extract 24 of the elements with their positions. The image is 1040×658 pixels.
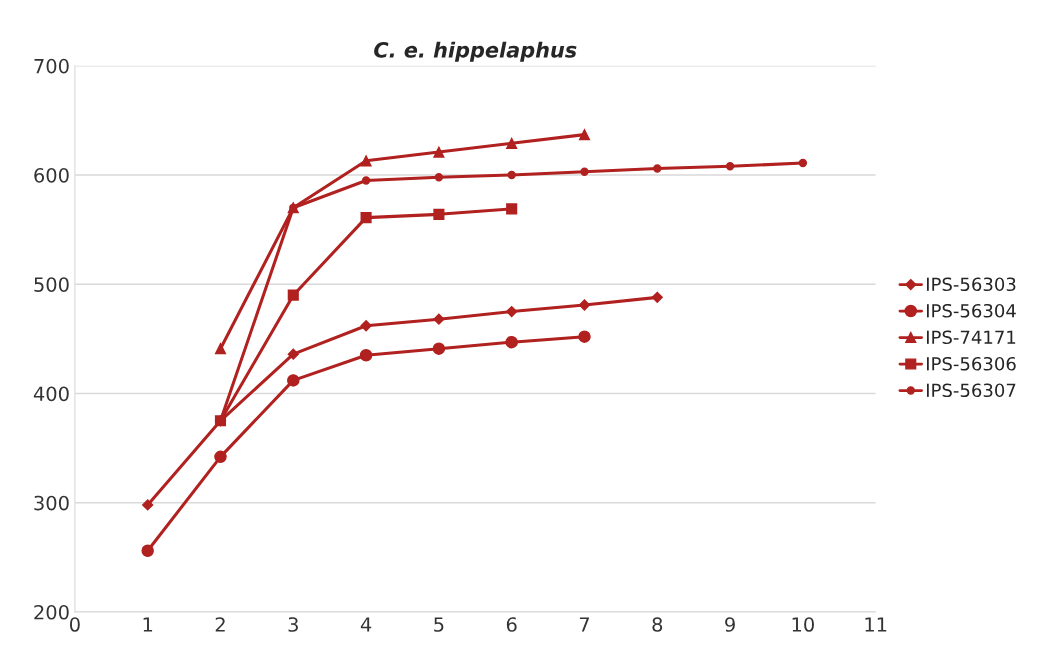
legend-label: IPS-56303 — [926, 277, 1016, 292]
x-tick-label: 2 — [215, 617, 225, 632]
chart-title: C. e. hippelaphus — [374, 41, 577, 62]
x-tick-label: 5 — [434, 617, 444, 632]
legend-label: IPS-56306 — [926, 356, 1016, 371]
x-tick-label: 4 — [360, 617, 372, 632]
x-tick-label: 1 — [143, 617, 153, 632]
x-tick-label: 3 — [288, 617, 298, 632]
y-tick-label: 400 — [33, 386, 69, 402]
y-tick-label: 200 — [34, 604, 69, 620]
x-tick-label: 8 — [652, 617, 663, 632]
x-tick-label: 10 — [792, 617, 814, 632]
legend-label: IPS-74171 — [926, 330, 1016, 345]
y-tick-label: 700 — [34, 58, 69, 74]
x-tick-label: 9 — [725, 617, 735, 632]
y-tick-label: 300 — [34, 495, 69, 511]
x-tick-label: 6 — [506, 617, 517, 632]
legend-label: IPS-56307 — [926, 383, 1016, 398]
y-tick-label: 500 — [34, 277, 69, 292]
y-tick-label: 600 — [34, 167, 69, 183]
legend-label: IPS-56304 — [926, 303, 1016, 318]
x-tick-label: 0 — [69, 617, 80, 632]
x-tick-label: 11 — [865, 617, 887, 632]
x-tick-label: 7 — [579, 617, 589, 632]
